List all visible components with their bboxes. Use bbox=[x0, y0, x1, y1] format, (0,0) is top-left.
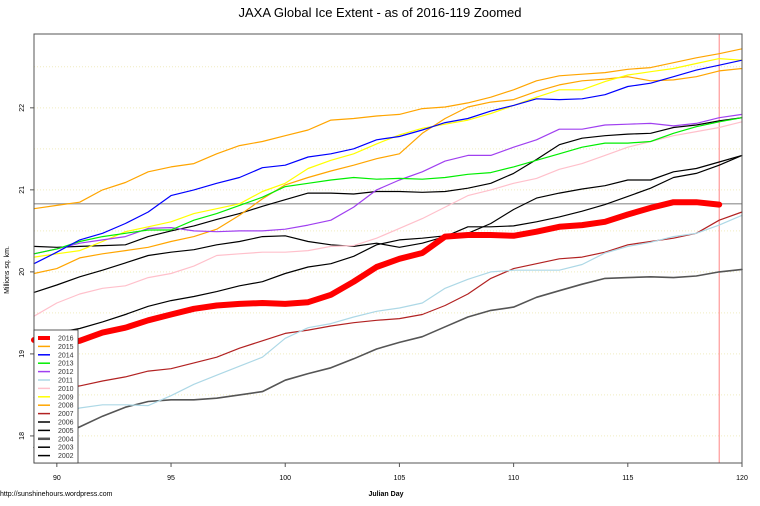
chart-title: JAXA Global Ice Extent - as of 2016-119 … bbox=[238, 5, 521, 20]
y-axis: 18 19 20 21 22 bbox=[19, 104, 34, 440]
x-tick-label: 95 bbox=[167, 475, 175, 482]
x-tick-label: 115 bbox=[622, 475, 633, 482]
legend-label-2004: 2004 bbox=[58, 436, 74, 443]
series-line-2013 bbox=[33, 117, 743, 255]
legend-label-2002: 2002 bbox=[58, 453, 74, 460]
x-tick-label: 105 bbox=[394, 475, 406, 482]
legend-label-2010: 2010 bbox=[58, 386, 74, 393]
gridlines bbox=[34, 66, 742, 437]
series-lines bbox=[31, 48, 743, 449]
legend-label-2016: 2016 bbox=[58, 336, 74, 343]
series-line-2004 bbox=[33, 268, 743, 449]
plot-frame bbox=[33, 33, 743, 464]
y-tick-label: 22 bbox=[19, 104, 26, 112]
legend-label-2011: 2011 bbox=[58, 378, 73, 385]
x-tick-label: 110 bbox=[508, 475, 519, 482]
series-line-2006 bbox=[33, 117, 743, 248]
y-tick-label: 19 bbox=[19, 350, 26, 358]
x-axis: 90 95 100 105 110 115 120 bbox=[53, 463, 748, 482]
legend-label-2012: 2012 bbox=[58, 369, 74, 376]
series-line-2007 bbox=[33, 211, 743, 398]
y-tick-label: 18 bbox=[19, 432, 26, 440]
y-tick-label: 20 bbox=[19, 268, 26, 276]
reference-lines bbox=[34, 34, 742, 463]
legend-label-2003: 2003 bbox=[58, 445, 74, 452]
x-tick-label: 120 bbox=[736, 475, 748, 482]
legend-label-2008: 2008 bbox=[58, 403, 74, 410]
series-line-2005 bbox=[33, 154, 743, 293]
series-line-2014 bbox=[33, 59, 743, 265]
legend-label-2006: 2006 bbox=[58, 420, 74, 427]
series-line-2003 bbox=[33, 154, 743, 336]
series-line-2016 bbox=[31, 199, 723, 348]
legend-label-2007: 2007 bbox=[58, 411, 74, 418]
legend-label-2005: 2005 bbox=[58, 428, 74, 435]
series-line-2010 bbox=[33, 121, 743, 317]
legend-label-2013: 2013 bbox=[58, 361, 74, 368]
x-tick-label: 100 bbox=[279, 475, 291, 482]
x-tick-label: 90 bbox=[53, 475, 61, 482]
x-axis-label: Julian Day bbox=[368, 491, 403, 498]
footer-url: http://sunshinehours.wordpress.com bbox=[0, 491, 113, 498]
series-line-2012 bbox=[33, 113, 743, 255]
legend-label-2009: 2009 bbox=[58, 394, 74, 401]
series-line-2009 bbox=[33, 57, 743, 258]
y-axis-label: Millions sq. km. bbox=[4, 246, 11, 294]
series-line-2011 bbox=[33, 214, 743, 426]
series-line-2015 bbox=[33, 48, 743, 210]
legend-label-2014: 2014 bbox=[58, 352, 74, 359]
series-line-2008 bbox=[33, 67, 743, 275]
y-tick-label: 21 bbox=[19, 186, 26, 194]
legend-label-2015: 2015 bbox=[58, 344, 74, 351]
